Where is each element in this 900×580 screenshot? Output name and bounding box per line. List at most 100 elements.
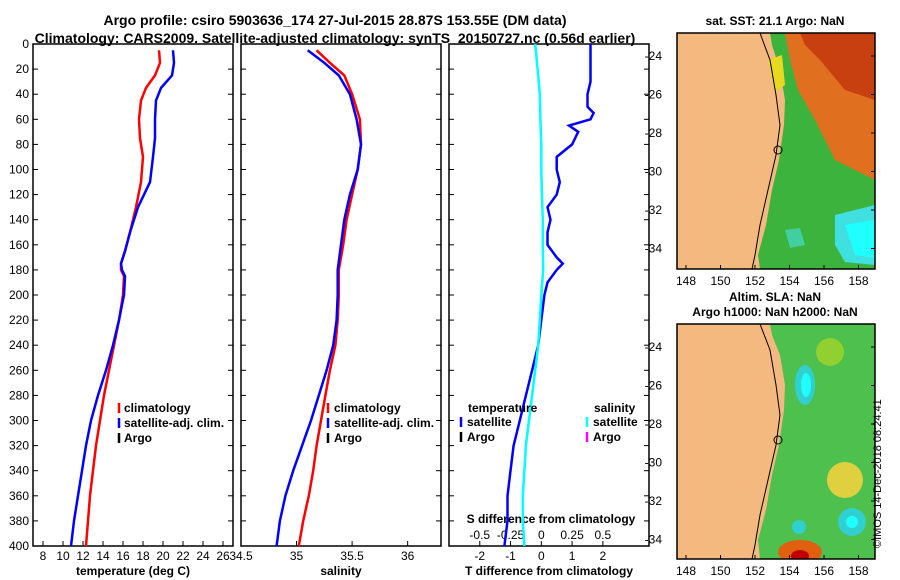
diff-stick-label-3: 0.25 — [560, 528, 584, 542]
temp-xtick-label-2: 12 — [76, 549, 90, 563]
sal-xtick-label-0: 34.5 — [229, 549, 253, 563]
sal-legend-label-0: climatology — [334, 401, 401, 415]
temp-ytick-label-11: 220 — [9, 313, 29, 327]
sal-plot-frame — [240, 43, 442, 547]
sst-map-ytick-label-3: -30 — [645, 165, 663, 179]
temp-ytick-label-5: 100 — [9, 163, 29, 177]
temp-ytick-label-16: 320 — [9, 439, 29, 453]
sst-map-xtick-label-0: 148 — [676, 274, 696, 288]
sla-map-argo-marker — [773, 435, 783, 445]
sal-legend-label-2: Argo — [334, 431, 362, 445]
temp-legend-label-1: satellite-adj. clim. — [124, 416, 224, 430]
sal-xtick-label-3: 36 — [401, 549, 415, 563]
sst-map-title: sat. SST: 21.1 Argo: NaN — [705, 14, 845, 28]
sst-map-area — [677, 33, 875, 269]
sla-map-title-line1: Altim. SLA: NaN — [728, 290, 821, 304]
diff-xtick-label-2: 0 — [538, 549, 545, 563]
sst-map-ytick-label-1: -26 — [645, 88, 663, 102]
temp-ytick-label-15: 300 — [9, 414, 29, 428]
sla-map-ytick-label-4: -32 — [645, 494, 663, 508]
sst-map-ytick-label-4: -32 — [645, 203, 663, 217]
sla-map-title-line2: Argo h1000: NaN h2000: NaN — [692, 305, 858, 319]
temp-xlabel: temperature (deg C) — [76, 564, 190, 578]
diff-xtick-label-3: 1 — [569, 549, 576, 563]
sst-map-xtick-label-1: 150 — [710, 274, 730, 288]
diff-xtick-label-4: 2 — [600, 549, 607, 563]
sla-map-ytick-label-5: -34 — [645, 533, 663, 547]
sst-map-xtick-label-4: 156 — [814, 274, 834, 288]
sla-map-frame — [676, 323, 876, 560]
sla-map-ytick-label-3: -30 — [645, 456, 663, 470]
temp-ytick-label-20: 400 — [9, 539, 29, 553]
temp-xtick-label-6: 20 — [156, 549, 170, 563]
temp-ytick-label-7: 140 — [9, 213, 29, 227]
temp-xtick-label-7: 22 — [176, 549, 190, 563]
diff-stick-label-2: 0 — [538, 528, 545, 542]
temp-xtick-label-0: 8 — [40, 549, 47, 563]
sla-map-xtick-label-0: 148 — [676, 564, 696, 578]
sal-series-0 — [297, 49, 363, 547]
sst-map-xtick-label-5: 158 — [848, 274, 868, 288]
temp-ytick-label-0: 0 — [22, 37, 29, 51]
diff-stick-label-4: 0.5 — [595, 528, 612, 542]
diff-stick-label-0: -0.5 — [469, 528, 490, 542]
temp-plot-frame — [32, 43, 234, 547]
diff-xtick-label-0: -2 — [474, 549, 485, 563]
temp-ytick-label-1: 20 — [16, 62, 30, 76]
temp-ytick-label-3: 60 — [16, 112, 30, 126]
temp-xtick-label-3: 14 — [96, 549, 110, 563]
sla-map-xtick-label-5: 158 — [848, 564, 868, 578]
sst-map-argo-marker — [773, 145, 783, 155]
diff-series-1 — [521, 43, 545, 547]
diff-xtick-label-1: -1 — [505, 549, 516, 563]
sla-map-xtick-label-4: 156 — [814, 564, 834, 578]
temp-ytick-label-19: 380 — [9, 514, 29, 528]
sla-map-xtick-label-1: 150 — [710, 564, 730, 578]
temp-ytick-label-9: 180 — [9, 263, 29, 277]
temp-legend-label-0: climatology — [124, 401, 191, 415]
diff-xlabel: T difference from climatology — [465, 564, 633, 578]
sst-map-xtick-label-3: 154 — [779, 274, 799, 288]
sal-series-1 — [275, 49, 363, 547]
diff-stick-label-1: -0.25 — [497, 528, 525, 542]
sst-map-ytick-label-5: -34 — [645, 242, 663, 256]
sal-xtick-label-1: 35 — [290, 549, 304, 563]
temp-ytick-label-2: 40 — [16, 87, 30, 101]
temp-xtick-label-4: 16 — [116, 549, 130, 563]
sla-map-xtick-label-3: 154 — [779, 564, 799, 578]
temp-legend-label-2: Argo — [124, 431, 152, 445]
diff-series-0 — [503, 44, 596, 547]
sst-map-frame — [676, 32, 876, 270]
temp-xtick-label-9: 26 — [216, 549, 230, 563]
temp-xtick-label-8: 24 — [196, 549, 210, 563]
temp-ytick-label-4: 80 — [16, 137, 30, 151]
temp-ytick-label-13: 260 — [9, 363, 29, 377]
temp-ytick-label-8: 160 — [9, 238, 29, 252]
diff-legend-left-label-1: Argo — [467, 430, 495, 444]
sal-xlabel: salinity — [320, 564, 362, 578]
imos-watermark: ©IMOS 14-Dec-2018 08:24:41 — [872, 399, 884, 548]
diff-legend-right-label-0: satellite — [593, 415, 638, 429]
diff-legend-left-label-0: satellite — [467, 415, 512, 429]
temp-ytick-label-12: 240 — [9, 338, 29, 352]
diff-legend-left-title: temperature — [468, 401, 538, 415]
sst-map-coastline — [751, 32, 781, 270]
temp-xtick-label-5: 18 — [136, 549, 150, 563]
figure-title-line1: Argo profile: csiro 5903636_174 27-Jul-2… — [103, 12, 567, 28]
sla-map-ytick-label-0: -24 — [645, 340, 663, 354]
sla-map-coastline — [751, 323, 781, 560]
diff-plot-frame — [448, 43, 650, 547]
sla-map-xtick-label-2: 152 — [745, 564, 765, 578]
sla-map-ytick-label-2: -28 — [645, 417, 663, 431]
temp-xtick-label-1: 10 — [56, 549, 70, 563]
sst-map-ytick-label-0: -24 — [645, 49, 663, 63]
temp-ytick-label-17: 340 — [9, 464, 29, 478]
diff-legend-right-title: salinity — [594, 401, 636, 415]
temp-series-1 — [69, 50, 176, 547]
temp-ytick-label-6: 120 — [9, 188, 29, 202]
figure-title-line2: Climatology: CARS2009. Satellite-adjuste… — [34, 30, 636, 46]
diff-xlabel-top: S difference from climatology — [467, 512, 636, 526]
sal-legend-label-1: satellite-adj. clim. — [334, 416, 434, 430]
temp-ytick-label-10: 200 — [9, 288, 29, 302]
